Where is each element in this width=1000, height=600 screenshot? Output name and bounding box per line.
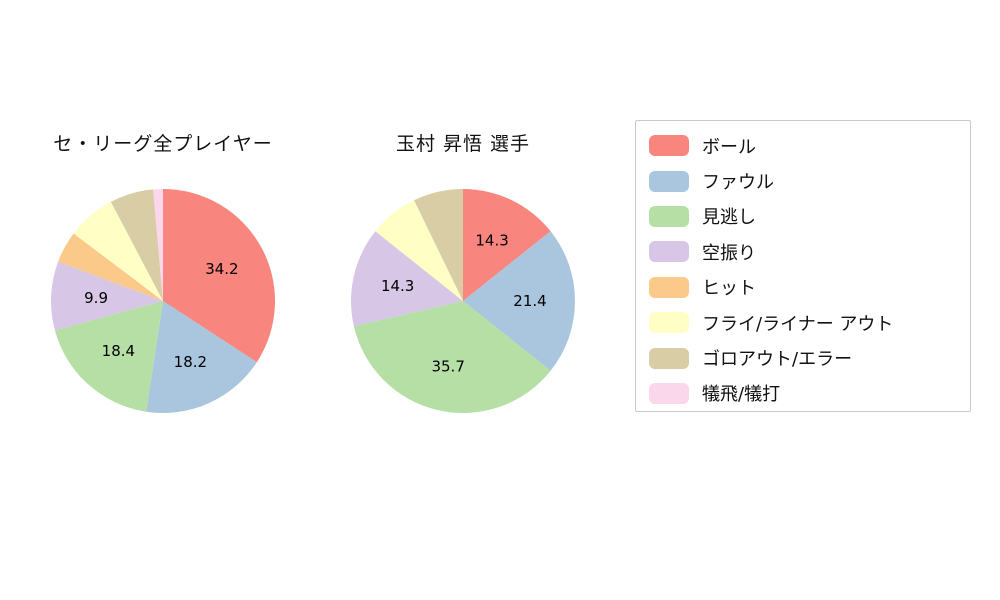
pie-slice-0-3 <box>51 261 163 331</box>
pie-slice-1-2 <box>353 301 551 414</box>
pie-chart-league: 34.2 18.2 18.4 9.9 <box>51 189 275 413</box>
legend-swatch <box>649 135 689 157</box>
pie-value-label: 35.7 <box>431 357 464 375</box>
legend-item-label: ファウル <box>702 172 774 194</box>
pie-value-label: 18.4 <box>102 342 135 360</box>
pie-slice-1-0 <box>463 189 551 301</box>
legend: ボールファウル見逃し空振りヒットフライ/ライナー アウト ゴロアウト/エラー 犠飛/… <box>635 120 971 412</box>
legend-swatch <box>649 170 689 192</box>
pie-slice-1-5 <box>375 200 463 301</box>
legend-item-3: 空振り <box>649 234 970 269</box>
legend-item-6: ゴロアウト/エラー <box>649 340 970 375</box>
legend-swatch <box>649 382 689 404</box>
legend-item-4: ヒット <box>649 270 970 305</box>
legend-item-label: 犠飛/犠打 <box>702 384 781 406</box>
pie-slice-0-0 <box>163 189 275 363</box>
pie-value-label: 34.2 <box>205 260 238 278</box>
legend-item-5: フライ/ライナー アウト <box>649 305 970 340</box>
pie-value-label: 14.3 <box>381 277 414 295</box>
pie-value-label: 14.3 <box>475 232 508 250</box>
legend-item-label: ヒット <box>702 278 756 300</box>
pie-chart-player: 14.3 21.4 35.7 14.3 <box>351 189 575 414</box>
legend-swatch <box>649 312 689 334</box>
pie-value-label: 9.9 <box>84 289 108 307</box>
legend-item-1: ファウル <box>649 163 970 198</box>
legend-item-label: フライ/ライナー アウト <box>702 313 894 335</box>
legend-item-2: 見逃し <box>649 199 970 234</box>
legend-swatch <box>649 347 689 369</box>
pie-slice-0-4 <box>58 233 163 301</box>
legend-swatch <box>649 205 689 227</box>
legend-item-7: 犠飛/犠打 <box>649 376 970 411</box>
pie-slice-0-2 <box>54 301 163 412</box>
pie-slice-0-6 <box>110 189 163 301</box>
legend-swatch <box>649 276 689 298</box>
chart-title-right: 玉村 昇悟 選手 <box>395 133 531 155</box>
pie-slice-1-3 <box>351 231 463 327</box>
legend-swatch <box>649 241 689 263</box>
legend-item-label: ゴロアウト/エラー <box>702 349 853 371</box>
pie-value-label: 21.4 <box>513 292 546 310</box>
legend-item-0: ボール <box>649 128 970 163</box>
pie-slice-1-1 <box>463 231 575 371</box>
legend-item-label: 空振り <box>702 242 756 264</box>
chart-title-left: セ・リーグ全プレイヤー <box>53 133 273 155</box>
pie-value-label: 18.2 <box>174 353 207 371</box>
pie-slice-0-5 <box>73 201 163 301</box>
legend-item-label: 見逃し <box>702 207 756 229</box>
legend-item-label: ボール <box>702 136 756 158</box>
pie-slice-1-6 <box>414 189 463 301</box>
pie-slice-0-1 <box>146 301 257 413</box>
pie-slice-0-7 <box>153 189 163 301</box>
